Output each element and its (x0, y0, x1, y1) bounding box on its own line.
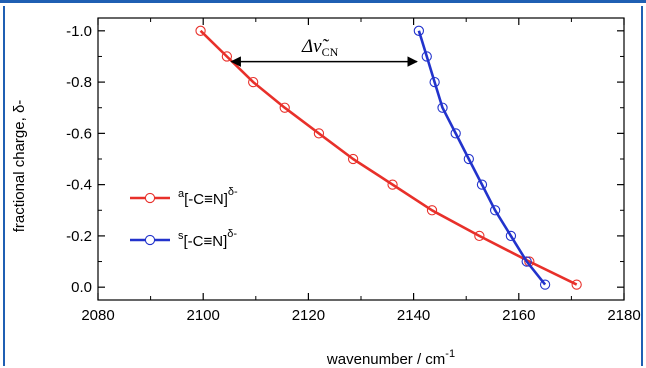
legend-prefix: s (178, 230, 184, 242)
y-tick-label: -1.0 (66, 23, 92, 40)
series-2-point (437, 102, 448, 113)
series-line-1 (199, 29, 578, 286)
series-1-point (474, 230, 485, 242)
plot-frame (97, 17, 625, 301)
legend-prefix: a (178, 188, 185, 200)
legend-name: [-C≡N] (184, 191, 228, 208)
delta-annotation-subscript: CN (322, 45, 339, 59)
legend-label-1: a[-C≡N]δ- (178, 186, 238, 208)
series-2-point (521, 256, 532, 267)
series-2-point (429, 76, 440, 88)
top-border (0, 0, 646, 3)
delta-annotation: Δν̃CN (301, 36, 339, 59)
series-1-point (195, 25, 206, 36)
y-tick-label: -0.6 (66, 125, 92, 142)
series-2-point (450, 128, 461, 139)
series-2-point (421, 51, 432, 62)
plot-area: -1.0 -0.8 -0.6 -0.4 -0.2 0.0 2080 2100 2120 2140 2… (66, 17, 641, 324)
x-tick-label: 2180 (607, 307, 640, 324)
legend-superscript: δ- (227, 228, 237, 240)
y-tick-label: -0.8 (66, 74, 92, 91)
series-2-point (539, 279, 551, 290)
series-2-point (489, 205, 501, 216)
series-line-2 (417, 30, 547, 286)
series-1-point (248, 76, 259, 88)
series-1-point (387, 179, 398, 190)
x-tick-label: 2140 (397, 307, 430, 324)
y-tick-label: -0.2 (66, 228, 92, 245)
y-axis-label: fractional charge, δ- (11, 100, 28, 233)
x-tick-label: 2120 (292, 307, 325, 324)
x-tick-label: 2080 (81, 307, 114, 324)
x-axis-label-main: wavenumber / cm (326, 351, 445, 368)
x-tick-label: 2160 (502, 307, 535, 324)
y-tick-label: 0.0 (71, 279, 92, 296)
x-axis-label-superscript: -1 (445, 348, 455, 360)
series-1-point (279, 102, 290, 113)
x-axis-label: wavenumber / cm-1 (326, 348, 455, 368)
series-1-point (571, 279, 582, 290)
series-2-point (413, 25, 425, 36)
series-2-point (505, 230, 517, 242)
series-1-point (313, 128, 325, 139)
series-2-point (463, 153, 474, 165)
figure-frame (3, 6, 643, 366)
x-tick-label: 2100 (187, 307, 220, 324)
series-1-point (347, 153, 359, 165)
series-1-point (426, 205, 438, 216)
series-2-point (476, 179, 488, 190)
legend-marker-2 (144, 234, 156, 246)
legend-superscript: δ- (228, 186, 238, 198)
legend-marker-1 (144, 192, 156, 204)
y-tick-label: -0.4 (66, 177, 92, 194)
legend-label-2: s[-C≡N]δ- (178, 228, 237, 250)
legend-name: [-C≡N] (184, 233, 228, 250)
